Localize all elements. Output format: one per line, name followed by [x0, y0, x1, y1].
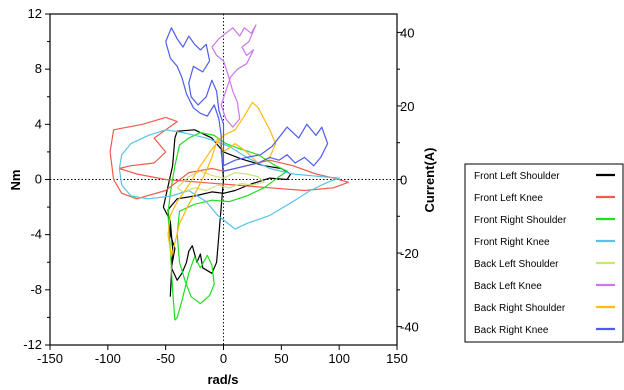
series-line-back-left-shoulder: [176, 170, 265, 193]
series-line-front-right-knee: [118, 129, 340, 230]
legend-label: Front Left Shoulder: [474, 171, 560, 182]
y2-tick-label: 0: [400, 173, 407, 188]
y-tick-label: 12: [28, 6, 42, 21]
series-line-back-right-knee: [165, 27, 329, 172]
series-line-front-right-shoulder: [167, 132, 288, 321]
x-tick-label: -50: [156, 351, 175, 366]
y-tick-label: 4: [35, 116, 42, 131]
x-tick-label: 150: [386, 351, 408, 366]
series-line-front-left-shoulder: [162, 129, 292, 297]
series-line-back-left-knee: [211, 24, 257, 128]
y-tick-label: 8: [35, 61, 42, 76]
legend-label: Back Right Shoulder: [474, 303, 566, 314]
x-tick-label: 50: [274, 351, 288, 366]
y2-axis-title: Current(A): [422, 148, 437, 213]
series-line-front-left-knee: [109, 116, 349, 200]
legend-label: Back Left Knee: [474, 281, 542, 292]
y-tick-label: -4: [30, 227, 42, 242]
legend-label: Front Right Shoulder: [474, 215, 567, 226]
series-layer: [109, 24, 349, 321]
x-tick-label: 100: [328, 351, 350, 366]
y-tick-label: -8: [30, 282, 42, 297]
legend-label: Front Left Knee: [474, 193, 543, 204]
x-tick-label: -100: [95, 351, 121, 366]
x-axis-title: rad/s: [207, 372, 238, 387]
series-line-back-right-shoulder: [167, 101, 277, 257]
legend-box: [464, 163, 624, 343]
y-tick-label: -12: [23, 337, 42, 352]
legend: Front Left Shoulder Front Left Knee Front …: [464, 163, 624, 343]
legend-label: Front Right Knee: [474, 237, 550, 248]
x-tick-label: -150: [37, 351, 63, 366]
x-tick-label: 0: [220, 351, 227, 366]
y2-tick-label: -40: [400, 320, 419, 335]
y2-tick-label: 20: [400, 99, 414, 114]
axes-layer: -150 -100 -50 0 50 100 150-12-8-404812-40-2002…: [23, 6, 419, 366]
legend-label: Back Right Knee: [474, 325, 549, 336]
y-axis-title: Nm: [8, 170, 23, 191]
y2-tick-label: -20: [400, 246, 419, 261]
legend-label: Back Left Shoulder: [474, 259, 559, 270]
y-tick-label: 0: [35, 172, 42, 187]
y2-tick-label: 40: [400, 25, 414, 40]
